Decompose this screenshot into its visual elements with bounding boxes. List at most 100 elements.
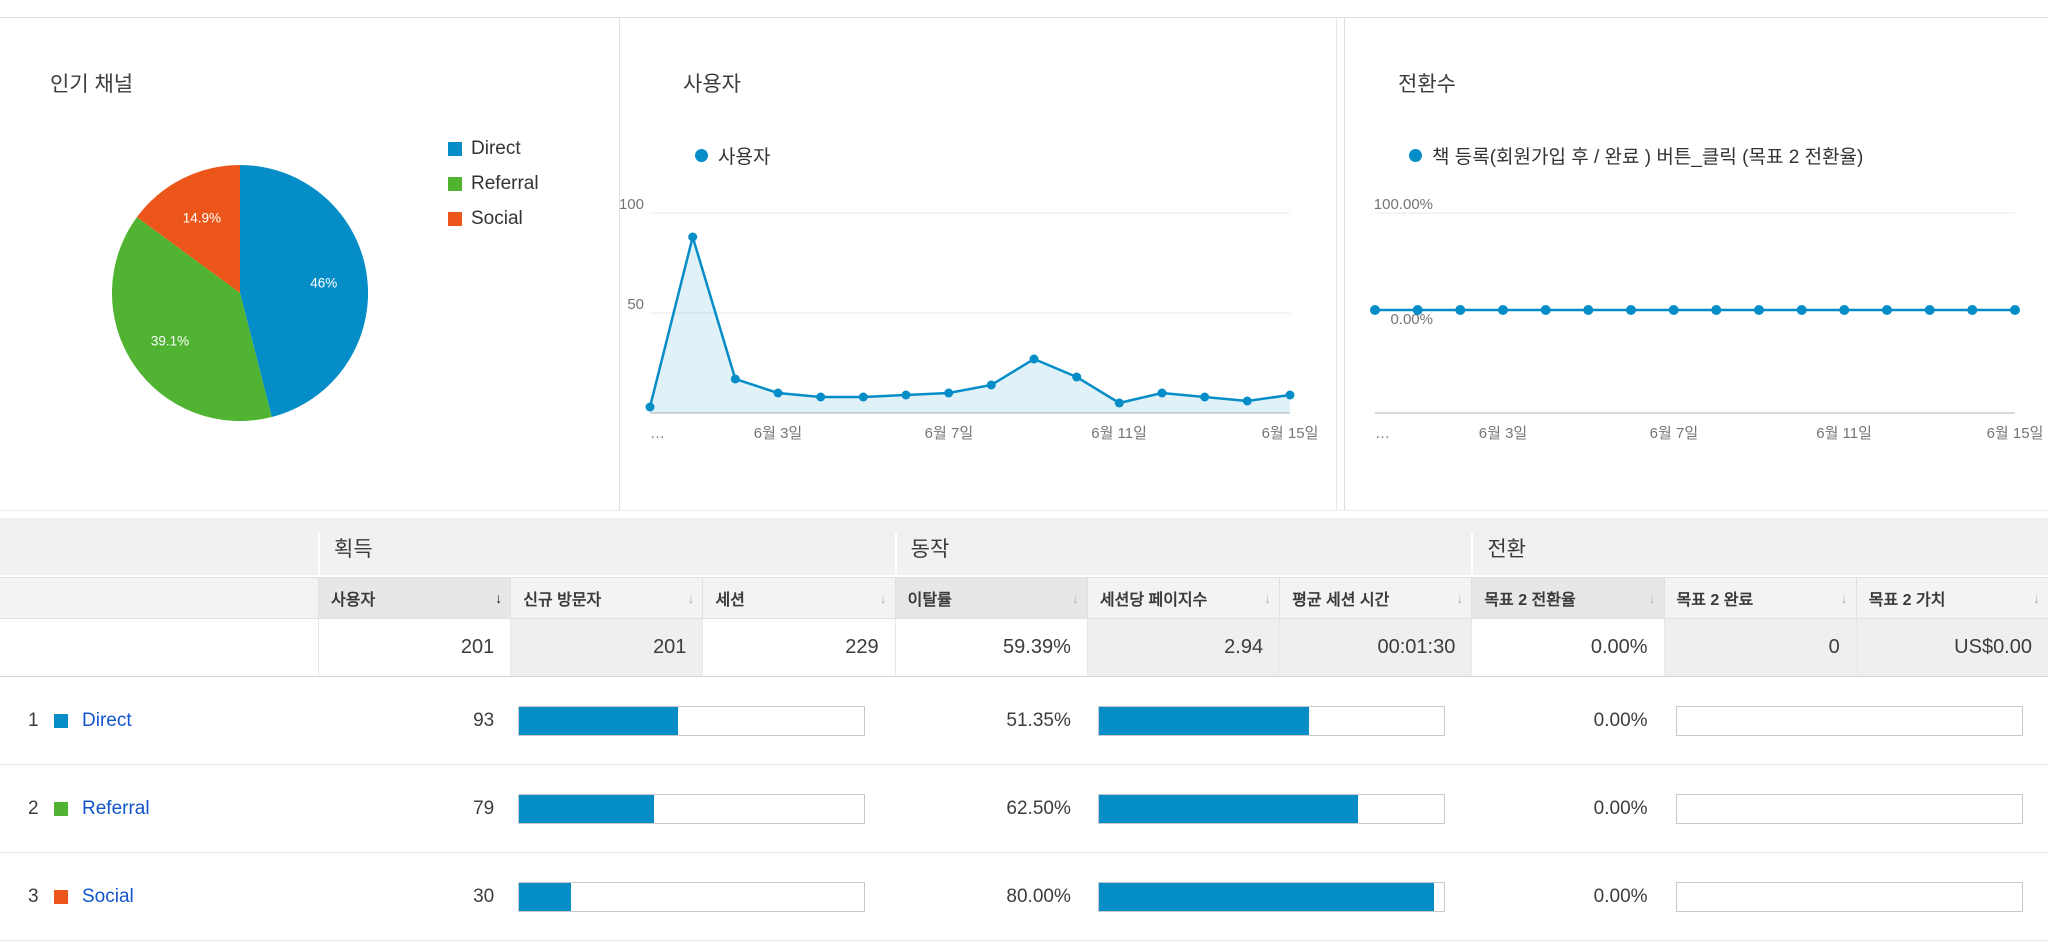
row-rank: 2: [28, 797, 39, 819]
summary-avg-session-duration: 00:01:30: [1279, 619, 1472, 676]
group-acquisition: 획득: [318, 533, 895, 575]
conversions-data-point: [1540, 305, 1551, 315]
conversions-data-point: [1370, 305, 1380, 315]
users-legend: 사용자: [695, 142, 770, 169]
sort-icon[interactable]: ↓: [1456, 590, 1464, 606]
sort-desc-icon[interactable]: ↓: [495, 590, 503, 606]
direct-swatch: [448, 142, 462, 156]
channel-row-direct: 1 Direct 93 51.35% 0.00%: [0, 677, 2048, 765]
behavior-bar-cell: [1087, 765, 1471, 852]
conversions-data-point: [1924, 305, 1935, 315]
referral-swatch: [448, 177, 462, 191]
bar-box: [1675, 705, 2023, 736]
legend-item-social: Social: [448, 208, 539, 230]
users-plot-area: [645, 232, 1295, 413]
sort-icon[interactable]: ↓: [2033, 590, 2040, 606]
users-line: [648, 232, 1291, 408]
summary-blank-cell: [0, 619, 318, 676]
channel-link-referral[interactable]: Referral: [82, 797, 150, 819]
header-users[interactable]: 사용자 ↓: [318, 577, 511, 619]
conversions-line-chart: 100.00% 0.00% … 6월 3일 6월 7일 6월 11일 6월 15일: [1370, 196, 2043, 442]
goal2-rate-value: 0.00%: [1593, 885, 1648, 907]
channel-swatch: [54, 713, 68, 728]
channel-cell: 2 Referral: [0, 765, 318, 852]
pie-slice-label: 46%: [310, 275, 337, 290]
header-blank-cell: [0, 577, 318, 619]
sort-icon[interactable]: ↓: [879, 590, 887, 606]
series-dot-icon: [695, 149, 708, 162]
popular-channels-title: 인기 채널: [50, 73, 134, 96]
bar-box: [1097, 793, 1445, 824]
header-goal2-completions[interactable]: 목표 2 완료 ↓: [1663, 577, 1856, 619]
users-line-chart: 100 50 … 6월 3일 6월 7일 6월 11일 6월 15일: [620, 196, 1318, 442]
conversions-data-point: [1498, 305, 1508, 315]
goal2-bar-cell: [1664, 853, 2048, 940]
conversions-data-point: [1882, 305, 1892, 315]
conversions-plot-area: [1370, 305, 2020, 315]
conversions-title: 전환수: [1398, 73, 1456, 96]
users-data-point: [986, 380, 996, 390]
legend-label: Referral: [471, 173, 539, 194]
header-pages-per-session[interactable]: 세션당 페이지수 ↓: [1086, 577, 1280, 619]
sort-icon[interactable]: ↓: [1840, 590, 1848, 606]
header-avg-session-duration[interactable]: 평균 세션 시간 ↓: [1279, 577, 1472, 619]
x-axis-tick-label: 6월 11일: [1091, 425, 1147, 442]
users-data-point: [816, 392, 826, 402]
x-axis-tick-label: 6월 3일: [754, 425, 802, 442]
header-goal2-value[interactable]: 목표 2 가치 ↓: [1855, 577, 2048, 619]
bounce-rate-value: 80.00%: [1006, 885, 1071, 907]
behavior-bar-cell: [1087, 677, 1471, 764]
users-card: 사용자 사용자 100 50 … 6월 3일 6월 7일 6월 11일 6월 15일: [620, 18, 1337, 510]
goal2-bar-cell: [1664, 677, 2048, 764]
bar-fill: [519, 794, 654, 823]
bar-fill: [1098, 706, 1310, 735]
bar-box: [1097, 881, 1445, 912]
social-swatch: [448, 212, 462, 226]
channel-swatch: [54, 889, 68, 904]
legend-item-direct: Direct: [448, 138, 539, 160]
header-goal2-rate[interactable]: 목표 2 전환율 ↓: [1471, 577, 1664, 619]
users-data-point: [1157, 388, 1167, 398]
bar-box: [1675, 793, 2023, 824]
conversions-legend-label: 책 등록(회원가입 후 / 완료 ) 버튼_클릭 (목표 2 전환율): [1432, 147, 1864, 168]
row-rank: 1: [28, 709, 39, 731]
sort-icon[interactable]: ↓: [687, 590, 695, 606]
header-sessions[interactable]: 세션 ↓: [702, 577, 895, 619]
conversions-data-point: [1967, 305, 1978, 315]
card-divider-gap: [1337, 18, 1344, 510]
header-bounce-rate[interactable]: 이탈률 ↓: [894, 577, 1087, 619]
summary-sessions: 229: [702, 619, 895, 676]
channel-link-direct[interactable]: Direct: [82, 709, 132, 731]
conversions-data-point: [1583, 305, 1594, 315]
x-axis-tick-label: …: [650, 425, 665, 442]
bounce-rate-value: 62.50%: [1006, 797, 1071, 819]
channel-link-social[interactable]: Social: [82, 885, 134, 907]
users-data-point: [688, 232, 698, 242]
goal2-rate-value: 0.00%: [1593, 709, 1648, 731]
conversions-x-ticks: … 6월 3일 6월 7일 6월 11일 6월 15일: [1375, 425, 2043, 442]
row-rank: 3: [28, 885, 39, 907]
summary-bounce-rate: 59.39%: [894, 619, 1087, 676]
header-new-users[interactable]: 신규 방문자 ↓: [510, 577, 703, 619]
sort-icon[interactable]: ↓: [1648, 590, 1656, 606]
users-legend-label: 사용자: [718, 147, 771, 168]
behavior-bar-cell: [1087, 853, 1471, 940]
pie-slice-label: 14.9%: [183, 211, 221, 226]
sort-icon[interactable]: ↓: [1264, 590, 1272, 606]
legend-item-referral: Referral: [448, 173, 539, 195]
new-users-bar-cell: [510, 765, 894, 852]
sort-icon[interactable]: ↓: [1071, 590, 1079, 606]
users-data-point: [773, 388, 783, 398]
x-axis-tick-label: 6월 7일: [925, 425, 973, 442]
users-data-point: [645, 402, 655, 412]
conversions-data-point: [1626, 305, 1636, 315]
y-axis-label: 100: [620, 196, 644, 213]
bar-box: [518, 881, 866, 912]
pie-legend: Direct Referral Social: [448, 138, 539, 230]
widgets-row: 인기 채널 46% 39.1% 14.9% Direct Referral Soci…: [0, 17, 2048, 511]
users-data-point: [858, 392, 868, 402]
popular-channels-card: 인기 채널 46% 39.1% 14.9% Direct Referral Soci…: [0, 18, 620, 510]
users-area-fill: [650, 237, 1290, 413]
users-value: 79: [473, 797, 495, 819]
users-data-point: [1029, 354, 1039, 364]
